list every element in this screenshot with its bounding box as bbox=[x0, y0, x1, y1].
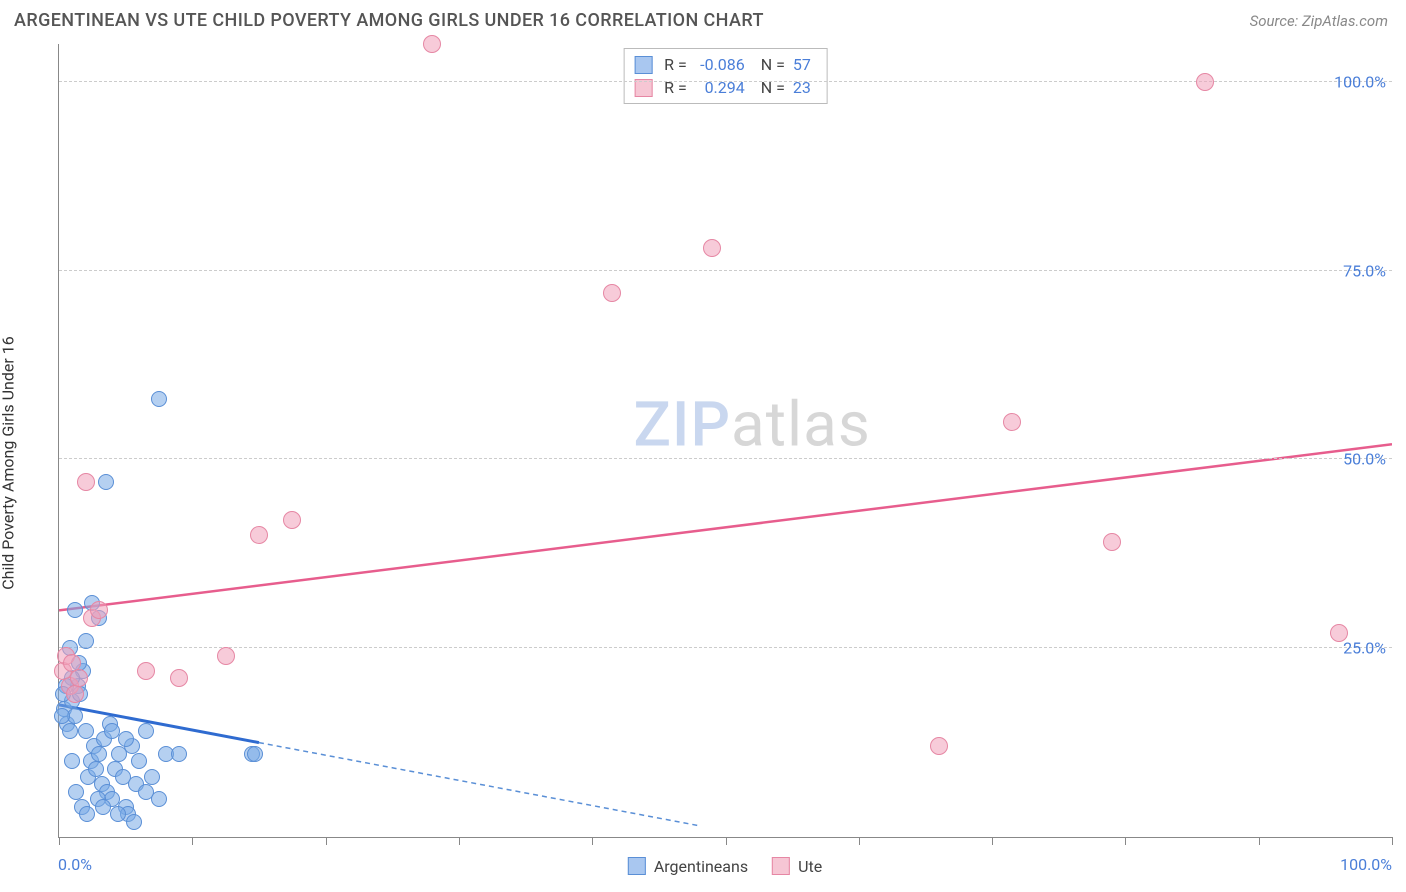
data-point bbox=[144, 769, 160, 785]
stat-n-label: N = bbox=[753, 55, 785, 74]
gridline bbox=[59, 270, 1392, 271]
stat-r-label: R = bbox=[664, 55, 687, 74]
data-point bbox=[1330, 624, 1348, 642]
source-attribution: Source: ZipAtlas.com bbox=[1250, 12, 1388, 30]
data-point bbox=[1196, 73, 1214, 91]
gridline bbox=[59, 81, 1392, 82]
data-point bbox=[66, 685, 84, 703]
data-point bbox=[170, 669, 188, 687]
data-point bbox=[78, 633, 94, 649]
data-point bbox=[137, 662, 155, 680]
data-point bbox=[283, 511, 301, 529]
data-point bbox=[77, 473, 95, 491]
data-point bbox=[67, 602, 83, 618]
chart-area: Child Poverty Among Girls Under 16 ZIPat… bbox=[14, 44, 1392, 882]
data-point bbox=[423, 35, 441, 53]
series-legend: Argentineans Ute bbox=[628, 857, 822, 876]
data-point bbox=[151, 391, 167, 407]
regression-lines bbox=[59, 44, 1392, 837]
data-point bbox=[98, 474, 114, 490]
y-tick-label: 50.0% bbox=[1343, 450, 1386, 469]
data-point bbox=[250, 526, 268, 544]
data-point bbox=[217, 647, 235, 665]
data-point bbox=[54, 708, 70, 724]
gridline bbox=[59, 647, 1392, 648]
legend-swatch bbox=[634, 56, 652, 74]
legend-swatch bbox=[772, 857, 790, 875]
data-point bbox=[88, 761, 104, 777]
stats-legend: R = -0.086 N = 57 R =0.294 N =23 bbox=[623, 48, 828, 104]
legend-swatch bbox=[628, 857, 646, 875]
data-point bbox=[138, 723, 154, 739]
chart-title: ARGENTINEAN VS UTE CHILD POVERTY AMONG G… bbox=[14, 10, 764, 31]
y-tick-label: 100.0% bbox=[1334, 72, 1386, 91]
data-point bbox=[64, 753, 80, 769]
data-point bbox=[68, 784, 84, 800]
data-point bbox=[118, 731, 134, 747]
data-point bbox=[1003, 413, 1021, 431]
data-point bbox=[703, 239, 721, 257]
data-point bbox=[126, 814, 142, 830]
x-axis: 0.0% Argentineans Ute 100.0% bbox=[58, 842, 1392, 882]
data-point bbox=[151, 791, 167, 807]
data-point bbox=[603, 284, 621, 302]
data-point bbox=[1103, 533, 1121, 551]
y-tick-label: 25.0% bbox=[1343, 639, 1386, 658]
data-point bbox=[90, 601, 108, 619]
y-axis-label: Child Poverty Among Girls Under 16 bbox=[0, 336, 18, 590]
stat-r-value: -0.086 bbox=[695, 55, 745, 74]
y-tick-label: 75.0% bbox=[1343, 261, 1386, 280]
gridline bbox=[59, 458, 1392, 459]
x-axis-max-label: 100.0% bbox=[1340, 855, 1392, 874]
data-point bbox=[70, 669, 88, 687]
data-point bbox=[79, 806, 95, 822]
data-point bbox=[131, 753, 147, 769]
stats-legend-row: R =0.294 N =23 bbox=[634, 76, 817, 99]
legend-item: Ute bbox=[772, 857, 822, 876]
legend-label: Argentineans bbox=[654, 857, 748, 876]
data-point bbox=[110, 806, 126, 822]
data-point bbox=[78, 723, 94, 739]
stat-n-value: 57 bbox=[793, 55, 817, 74]
data-point bbox=[247, 746, 263, 762]
x-axis-min-label: 0.0% bbox=[58, 855, 92, 874]
data-point bbox=[95, 799, 111, 815]
watermark: ZIPatlas bbox=[633, 388, 870, 461]
data-point bbox=[171, 746, 187, 762]
plot-region: ZIPatlas R = -0.086 N = 57 R =0.294 N =23 2… bbox=[58, 44, 1392, 838]
legend-item: Argentineans bbox=[628, 857, 748, 876]
x-tick bbox=[1392, 837, 1393, 845]
stats-legend-row: R = -0.086 N = 57 bbox=[634, 53, 817, 76]
data-point bbox=[91, 746, 107, 762]
data-point bbox=[930, 737, 948, 755]
legend-label: Ute bbox=[798, 857, 822, 876]
data-point bbox=[62, 723, 78, 739]
